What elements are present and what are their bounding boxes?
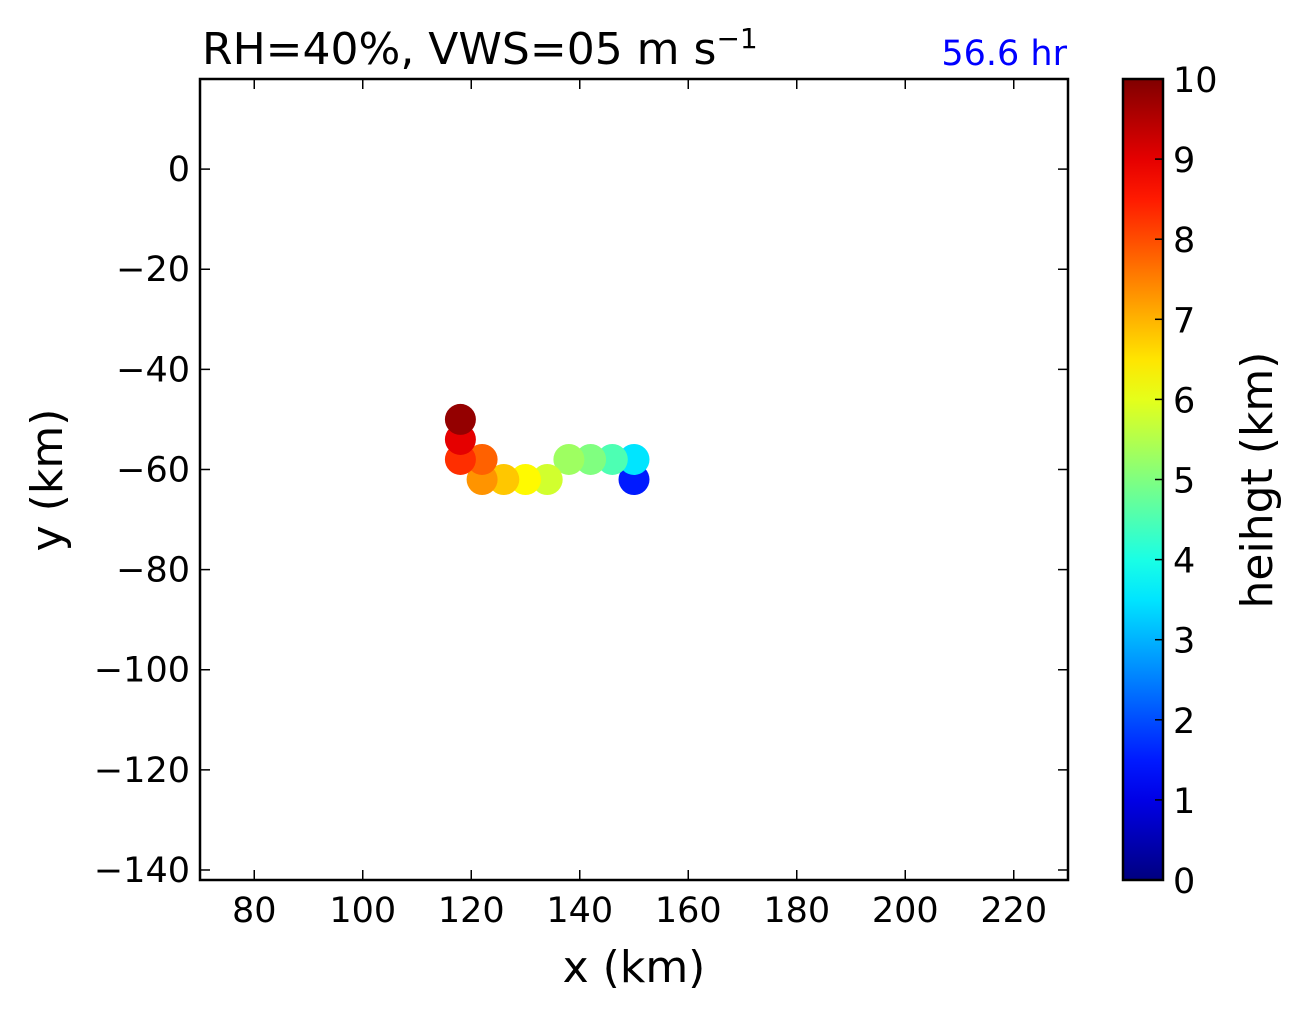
colorbar-tick-label: 3 <box>1173 622 1195 662</box>
y-tick-label: −140 <box>94 851 190 891</box>
scatter-point <box>618 443 650 475</box>
colorbar-tick-label: 4 <box>1173 542 1195 582</box>
scatter-point <box>553 443 585 475</box>
y-tick-label: −80 <box>116 551 190 591</box>
x-tick-label: 100 <box>329 891 396 931</box>
colorbar-tick-label: 2 <box>1173 702 1195 742</box>
chart-title: RH=40%, VWS=05 m s−1 <box>202 22 758 75</box>
y-tick-label: −60 <box>116 450 190 490</box>
scatter-point <box>510 464 541 495</box>
x-axis-ticks: 80 100 120 140 160 180 200 220 <box>232 79 1047 931</box>
colorbar-tick-label: 10 <box>1173 61 1218 101</box>
y-axis-label: y (km) <box>22 409 73 552</box>
colorbar-label: heihgt (km) <box>1232 352 1283 609</box>
y-axis-ticks: 0 −20 −40 −60 −80 −100 −120 −140 <box>94 150 1068 891</box>
x-tick-label: 80 <box>232 891 277 931</box>
colorbar-tick-label: 1 <box>1173 782 1195 822</box>
scatter-point <box>531 464 563 495</box>
colorbar-tick-label: 9 <box>1173 141 1195 181</box>
scatter-point <box>488 464 520 495</box>
y-tick-label: −20 <box>116 250 190 290</box>
title-superscript: −1 <box>716 22 757 55</box>
scatter-point <box>575 443 607 475</box>
x-tick-label: 220 <box>980 891 1047 931</box>
x-axis-label: x (km) <box>563 942 706 993</box>
colorbar-tick-label: 0 <box>1173 862 1195 902</box>
y-tick-label: −120 <box>94 751 190 791</box>
scatter-point <box>444 403 476 435</box>
colorbar-tick-label: 8 <box>1173 221 1195 261</box>
colorbar-tick-label: 6 <box>1173 381 1195 421</box>
colorbar-ticks: 0 1 2 3 4 5 6 7 8 9 10 <box>1155 61 1218 902</box>
colorbar-tick-label: 5 <box>1173 462 1195 502</box>
x-tick-label: 180 <box>763 891 830 931</box>
scatter-point <box>596 443 628 475</box>
y-tick-label: −100 <box>94 651 190 691</box>
x-tick-label: 140 <box>546 891 613 931</box>
x-tick-label: 200 <box>872 891 939 931</box>
scatter-point <box>466 443 498 475</box>
x-tick-label: 120 <box>438 891 505 931</box>
x-tick-label: 160 <box>655 891 722 931</box>
scatter-points <box>444 403 650 495</box>
y-tick-label: −40 <box>116 350 190 390</box>
colorbar-tick-label: 7 <box>1173 301 1195 341</box>
y-tick-label: 0 <box>168 150 190 190</box>
time-annotation: 56.6 hr <box>941 34 1067 74</box>
